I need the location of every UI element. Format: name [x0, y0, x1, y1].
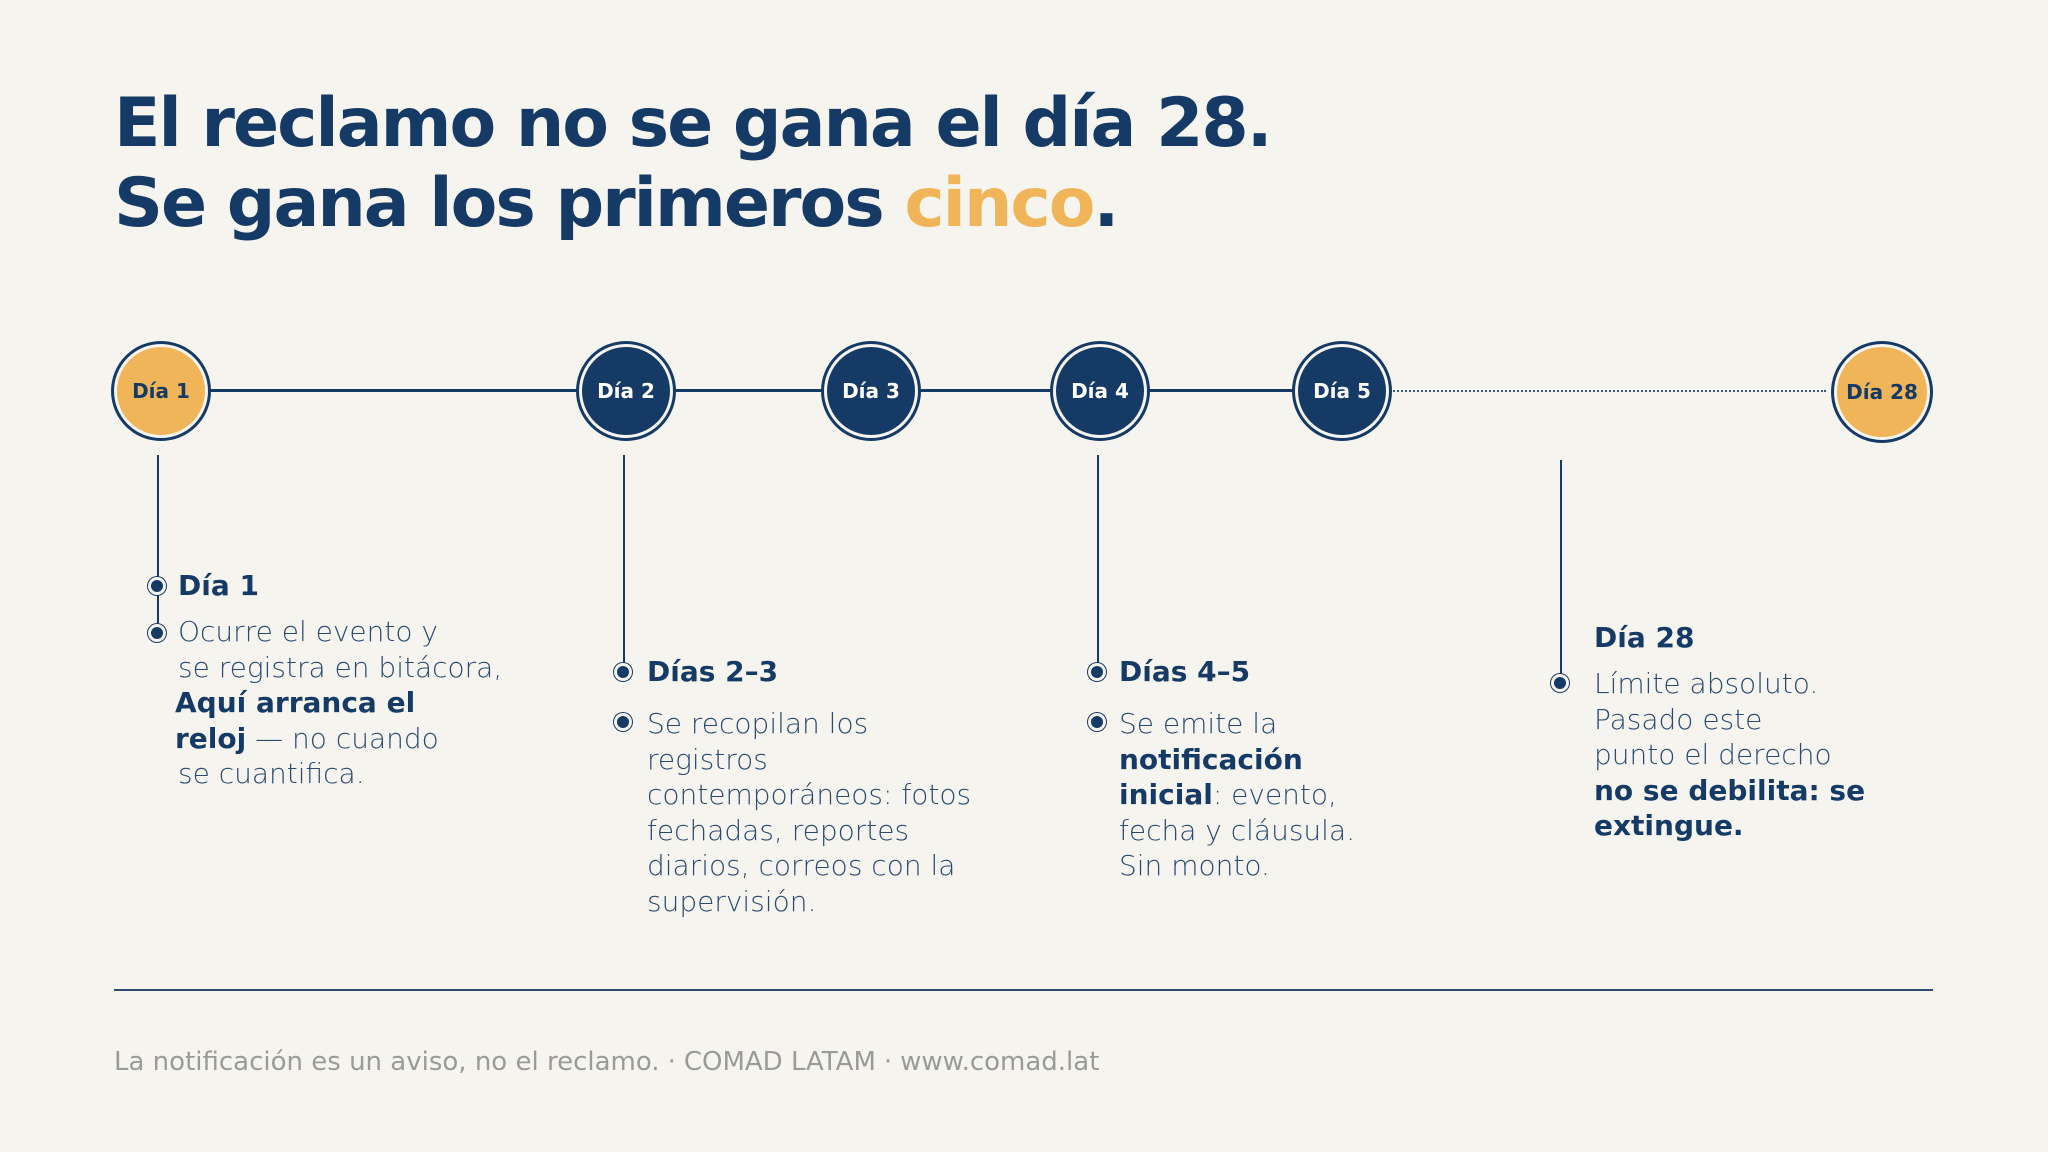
- leader-line-day-1: [157, 455, 159, 635]
- timeline-node-day-4: Día 4: [1053, 344, 1147, 438]
- page-title: El reclamo no se gana el día 28. Se gana…: [114, 84, 1273, 244]
- timeline-node-day-1: Día 1: [114, 344, 208, 438]
- bullet-dot: [1091, 716, 1103, 728]
- timeline-node-day-2: Día 2: [579, 344, 673, 438]
- footer-separator: ·: [883, 1047, 893, 1077]
- leader-line-days-4-5: [1097, 455, 1099, 672]
- day-28-heading: Día 28: [1594, 621, 1695, 654]
- day-1-heading: Día 1: [178, 569, 259, 602]
- day-1-body: Ocurre el evento y se registra en bitáco…: [175, 615, 503, 790]
- timeline-line-segment-1: [208, 389, 580, 392]
- footer-separator: ·: [667, 1047, 676, 1077]
- timeline-line-dotted: [1390, 390, 1826, 392]
- title-accent: cinco: [904, 164, 1095, 243]
- timeline-node-day-5: Día 5: [1295, 344, 1389, 438]
- bullet-dot: [151, 580, 163, 592]
- bullet-dot: [1554, 677, 1566, 689]
- day-28-body: Límite absoluto. Pasado este punto el de…: [1594, 667, 1866, 842]
- title-line-2: Se gana los primeros: [114, 164, 905, 243]
- footer-tagline: La notificación es un aviso, no el recla…: [114, 1047, 660, 1077]
- leader-line-days-2-3: [623, 455, 625, 672]
- bullet-dot: [617, 716, 629, 728]
- bullet-dot: [1091, 666, 1103, 678]
- days-2-3-body: Se recopilan los registros contemporáneo…: [647, 707, 972, 918]
- title-period: .: [1093, 164, 1119, 243]
- timeline-line-segment-2: [673, 389, 823, 392]
- leader-line-day-28: [1560, 460, 1562, 680]
- title-line-1: El reclamo no se gana el día 28.: [114, 84, 1273, 163]
- footer: La notificación es un aviso, no el recla…: [114, 1047, 1099, 1077]
- footer-url: www.comad.lat: [900, 1047, 1100, 1077]
- footer-divider: [114, 989, 1933, 991]
- timeline-line-segment-3: [916, 389, 1053, 392]
- days-4-5-description: Días 4–5 Se emite la notificación inicia…: [1119, 654, 1355, 884]
- days-2-3-heading: Días 2–3: [647, 655, 779, 688]
- days-4-5-body: Se emite la notificación inicial: evento…: [1119, 707, 1356, 882]
- days-2-3-description: Días 2–3 Se recopilan los registros cont…: [647, 654, 971, 919]
- timeline-line-segment-4: [1146, 389, 1293, 392]
- bullet-dot: [151, 627, 163, 639]
- days-4-5-heading: Días 4–5: [1119, 655, 1251, 688]
- bullet-dot: [617, 666, 629, 678]
- day-28-description: Día 28 Límite absoluto. Pasado este punt…: [1594, 620, 1865, 844]
- day-1-description: Día 1 Ocurre el evento y se registra en …: [175, 568, 503, 792]
- timeline-node-day-3: Día 3: [824, 344, 918, 438]
- footer-brand: COMAD LATAM: [683, 1047, 876, 1077]
- timeline-node-day-28: Día 28: [1834, 344, 1930, 440]
